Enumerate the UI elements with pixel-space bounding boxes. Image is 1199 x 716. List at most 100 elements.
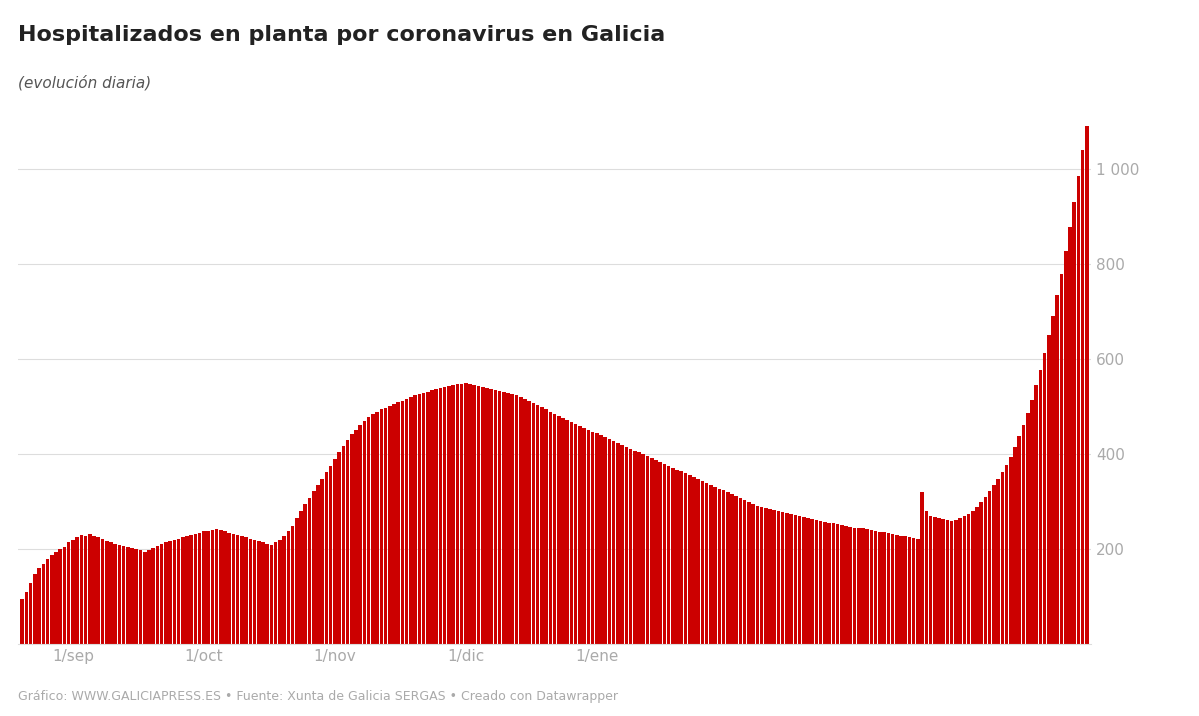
- Bar: [1038, 369, 1042, 644]
- Bar: [797, 516, 801, 644]
- Bar: [173, 540, 176, 644]
- Bar: [646, 456, 650, 644]
- Bar: [342, 446, 345, 644]
- Bar: [114, 543, 118, 644]
- Bar: [320, 479, 324, 644]
- Bar: [1085, 127, 1089, 644]
- Bar: [641, 455, 645, 644]
- Bar: [655, 460, 658, 644]
- Bar: [667, 465, 670, 644]
- Bar: [882, 532, 886, 644]
- Bar: [76, 538, 79, 644]
- Bar: [122, 546, 126, 644]
- Bar: [692, 477, 695, 644]
- Bar: [722, 490, 725, 644]
- Bar: [963, 516, 966, 644]
- Bar: [59, 549, 62, 644]
- Bar: [392, 405, 396, 644]
- Bar: [603, 437, 607, 644]
- Bar: [62, 547, 66, 644]
- Bar: [54, 552, 58, 644]
- Bar: [498, 391, 501, 644]
- Bar: [176, 539, 180, 644]
- Bar: [980, 502, 983, 644]
- Bar: [367, 417, 370, 644]
- Bar: [743, 500, 747, 644]
- Bar: [966, 514, 970, 644]
- Bar: [159, 543, 163, 644]
- Bar: [362, 421, 366, 644]
- Bar: [451, 385, 454, 644]
- Bar: [489, 389, 493, 644]
- Bar: [430, 390, 434, 644]
- Bar: [397, 402, 400, 644]
- Bar: [1005, 465, 1008, 644]
- Bar: [168, 541, 171, 644]
- Bar: [1052, 316, 1055, 644]
- Bar: [769, 509, 772, 644]
- Bar: [725, 493, 729, 644]
- Bar: [278, 540, 282, 644]
- Bar: [752, 504, 755, 644]
- Bar: [333, 459, 337, 644]
- Bar: [345, 440, 349, 644]
- Bar: [409, 397, 412, 644]
- Bar: [300, 511, 303, 644]
- Text: (evolución diaria): (evolución diaria): [18, 75, 151, 91]
- Bar: [1055, 295, 1059, 644]
- Bar: [680, 471, 683, 644]
- Bar: [329, 466, 332, 644]
- Bar: [941, 519, 945, 644]
- Bar: [633, 450, 637, 644]
- Bar: [827, 523, 831, 644]
- Bar: [528, 401, 531, 644]
- Bar: [697, 479, 700, 644]
- Bar: [709, 485, 712, 644]
- Bar: [459, 384, 463, 644]
- Bar: [558, 416, 561, 644]
- Bar: [486, 388, 489, 644]
- Bar: [295, 518, 299, 644]
- Bar: [620, 445, 623, 644]
- Bar: [79, 535, 83, 644]
- Bar: [417, 394, 421, 644]
- Bar: [139, 551, 143, 644]
- Bar: [663, 464, 667, 644]
- Bar: [514, 395, 518, 644]
- Bar: [924, 511, 928, 644]
- Bar: [147, 551, 151, 644]
- Bar: [781, 513, 784, 644]
- Bar: [104, 541, 108, 644]
- Bar: [291, 526, 295, 644]
- Bar: [211, 531, 215, 644]
- Text: Gráfico: WWW.GALICIAPRESS.ES • Fuente: Xunta de Galicia SERGAS • Creado con Data: Gráfico: WWW.GALICIAPRESS.ES • Fuente: X…: [18, 690, 617, 703]
- Bar: [469, 384, 472, 644]
- Bar: [819, 521, 823, 644]
- Bar: [908, 537, 911, 644]
- Bar: [219, 531, 223, 644]
- Bar: [414, 395, 417, 644]
- Bar: [1030, 400, 1034, 644]
- Bar: [118, 545, 121, 644]
- Bar: [134, 549, 138, 644]
- Bar: [566, 420, 570, 644]
- Bar: [439, 388, 442, 644]
- Bar: [1072, 203, 1076, 644]
- Bar: [608, 439, 611, 644]
- Bar: [50, 555, 54, 644]
- Bar: [844, 526, 848, 644]
- Bar: [1018, 436, 1022, 644]
- Bar: [248, 539, 252, 644]
- Bar: [380, 410, 384, 644]
- Bar: [422, 392, 426, 644]
- Bar: [1060, 274, 1064, 644]
- Bar: [938, 518, 941, 644]
- Bar: [544, 410, 548, 644]
- Bar: [866, 529, 869, 644]
- Bar: [857, 528, 861, 644]
- Bar: [675, 470, 679, 644]
- Bar: [730, 494, 734, 644]
- Bar: [811, 519, 814, 644]
- Bar: [671, 468, 675, 644]
- Bar: [405, 400, 409, 644]
